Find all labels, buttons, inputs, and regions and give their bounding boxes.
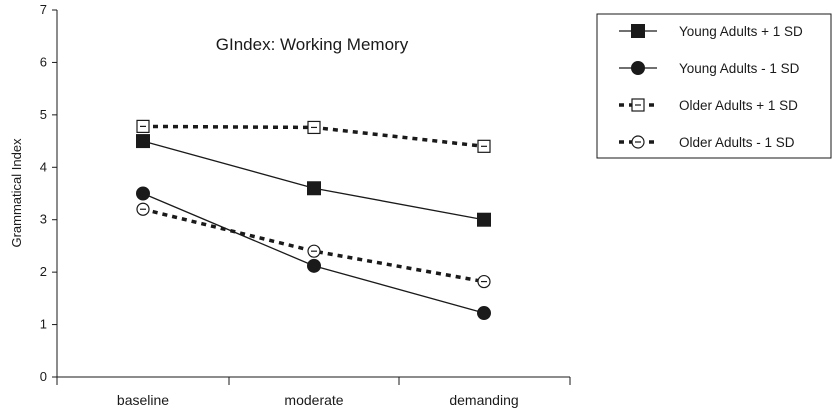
data-point (136, 134, 150, 149)
legend-item: Young Adults - 1 SD (619, 61, 800, 76)
legend-item: Young Adults + 1 SD (619, 24, 803, 39)
legend-marker (631, 98, 645, 112)
data-point (307, 120, 321, 135)
series-4 (136, 202, 491, 289)
data-point (136, 202, 150, 216)
legend-item: Older Adults - 1 SD (619, 135, 795, 150)
series-line (142, 140, 485, 221)
x-ticks: baseline moderate demanding (56, 377, 571, 408)
data-point (307, 258, 321, 273)
y-tick-label: 5 (40, 107, 47, 122)
series-3 (136, 119, 491, 153)
legend-label: Young Adults - 1 SD (679, 61, 800, 76)
data-point (136, 186, 150, 201)
y-ticks: 0 1 2 3 4 5 6 7 (40, 2, 57, 384)
y-tick-label: 6 (40, 54, 47, 69)
legend-marker (631, 135, 645, 149)
data-point (477, 274, 491, 289)
chart-title: GIndex: Working Memory (216, 35, 409, 54)
data-point (136, 119, 150, 133)
legend-label: Young Adults + 1 SD (679, 24, 803, 39)
x-tick-label: baseline (117, 392, 169, 408)
x-tick-label: demanding (449, 392, 518, 408)
series-1 (136, 134, 491, 227)
y-axis-label: Grammatical Index (9, 138, 24, 248)
x-tick-label: moderate (284, 392, 343, 408)
series-2 (136, 186, 491, 321)
series-line (142, 207, 485, 284)
data-point (307, 244, 321, 258)
legend-marker (631, 61, 645, 75)
data-point (477, 139, 491, 153)
axes: 0 1 2 3 4 5 6 7 baseline moderate demanding (40, 2, 571, 408)
y-tick-label: 2 (40, 264, 47, 279)
y-tick-label: 7 (40, 2, 47, 17)
legend-marker (631, 24, 645, 38)
y-tick-label: 1 (40, 317, 47, 332)
y-tick-label: 3 (40, 212, 47, 227)
data-point (477, 306, 491, 321)
legend: Young Adults + 1 SD Young Adults - 1 SD Ol… (596, 13, 832, 159)
legend-item: Older Adults + 1 SD (619, 98, 798, 113)
y-tick-label: 0 (40, 369, 47, 384)
y-tick-label: 4 (40, 159, 47, 174)
data-point (477, 212, 491, 227)
data-point (307, 181, 321, 196)
legend-label: Older Adults - 1 SD (679, 135, 795, 150)
legend-label: Older Adults + 1 SD (679, 98, 798, 113)
series-layer (136, 119, 491, 321)
